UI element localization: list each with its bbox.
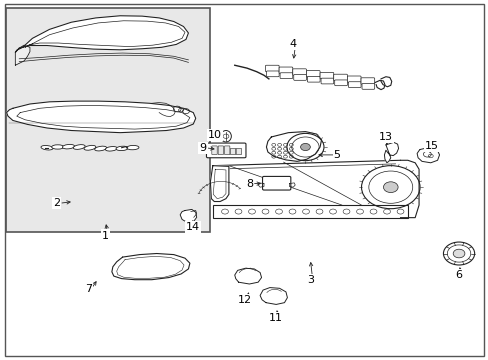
Text: 13: 13 [378, 132, 392, 142]
FancyBboxPatch shape [236, 148, 241, 154]
Polygon shape [210, 166, 228, 202]
Polygon shape [6, 101, 195, 133]
FancyBboxPatch shape [307, 76, 320, 82]
FancyBboxPatch shape [265, 65, 279, 72]
Bar [212, 205, 407, 218]
Polygon shape [15, 16, 188, 52]
Ellipse shape [116, 146, 128, 150]
Polygon shape [260, 288, 287, 305]
FancyBboxPatch shape [346, 76, 360, 82]
FancyBboxPatch shape [333, 74, 346, 81]
Ellipse shape [73, 145, 85, 149]
Polygon shape [384, 142, 398, 163]
FancyBboxPatch shape [321, 78, 333, 84]
FancyBboxPatch shape [218, 146, 223, 154]
Ellipse shape [62, 144, 74, 149]
FancyBboxPatch shape [224, 146, 229, 154]
Ellipse shape [52, 145, 64, 149]
Text: 4: 4 [289, 39, 296, 49]
FancyBboxPatch shape [211, 146, 217, 154]
Circle shape [383, 182, 397, 193]
FancyBboxPatch shape [306, 71, 320, 77]
FancyBboxPatch shape [280, 73, 292, 78]
Polygon shape [266, 132, 321, 161]
Text: 6: 6 [455, 270, 462, 280]
Text: 7: 7 [85, 284, 92, 294]
FancyBboxPatch shape [320, 72, 333, 79]
Text: 11: 11 [269, 313, 283, 323]
Polygon shape [416, 147, 439, 163]
Text: 9: 9 [199, 143, 206, 153]
Polygon shape [180, 210, 196, 222]
Ellipse shape [84, 145, 96, 150]
Polygon shape [234, 268, 261, 284]
Ellipse shape [41, 145, 53, 150]
Text: 5: 5 [333, 150, 340, 160]
Ellipse shape [95, 146, 106, 151]
Polygon shape [15, 45, 30, 65]
FancyBboxPatch shape [292, 69, 306, 75]
FancyBboxPatch shape [360, 78, 374, 84]
FancyBboxPatch shape [293, 75, 306, 80]
Text: 10: 10 [208, 130, 222, 140]
Text: 8: 8 [245, 179, 252, 189]
FancyBboxPatch shape [279, 67, 292, 73]
FancyBboxPatch shape [262, 176, 290, 190]
FancyBboxPatch shape [334, 80, 346, 86]
Text: 1: 1 [102, 231, 109, 240]
Text: 3: 3 [306, 275, 313, 285]
Ellipse shape [220, 131, 231, 142]
Text: 2: 2 [53, 198, 60, 208]
Bar [5, 8, 210, 232]
FancyBboxPatch shape [230, 148, 235, 154]
FancyBboxPatch shape [266, 71, 279, 77]
Text: 15: 15 [425, 141, 438, 151]
Circle shape [452, 249, 464, 258]
FancyBboxPatch shape [347, 82, 360, 87]
Ellipse shape [126, 145, 139, 150]
FancyBboxPatch shape [206, 143, 245, 158]
Text: 14: 14 [186, 222, 200, 231]
FancyBboxPatch shape [361, 84, 374, 89]
Circle shape [300, 143, 310, 150]
Text: 12: 12 [237, 295, 251, 305]
Polygon shape [112, 253, 189, 280]
Ellipse shape [105, 147, 117, 151]
